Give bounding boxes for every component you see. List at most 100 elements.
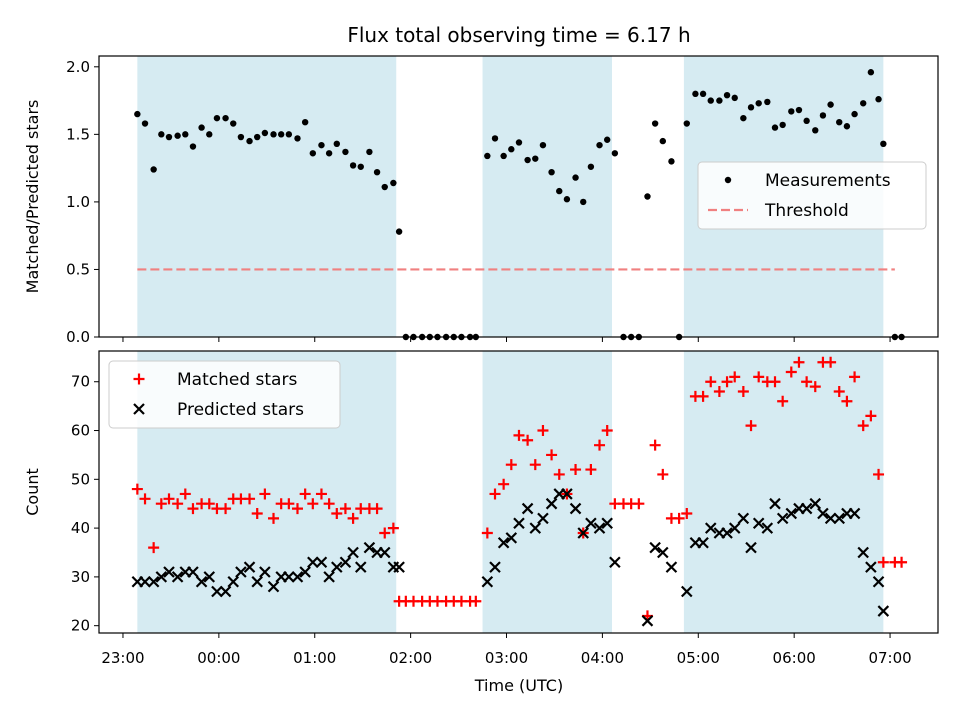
matched-star-point <box>148 542 160 554</box>
predicted-star-point <box>227 575 240 588</box>
predicted-star-point <box>513 517 525 530</box>
measurement-point <box>230 120 237 127</box>
matched-star-point <box>259 488 271 500</box>
measurement-point <box>134 110 141 118</box>
matched-star-point <box>777 395 789 407</box>
matched-star-point <box>657 468 669 480</box>
measurement-point <box>880 140 887 148</box>
measurement-point <box>556 187 563 195</box>
legend: Measurements Threshold <box>697 161 927 230</box>
matched-star-point <box>203 498 215 510</box>
measurement-point <box>596 141 603 149</box>
x-tick-label: 23:00 <box>101 649 144 667</box>
legend-measurement-marker <box>724 176 732 184</box>
measurement-point <box>189 143 197 150</box>
predicted-star-point <box>283 571 295 583</box>
measurement-point <box>237 133 245 141</box>
predicted-star-point <box>497 536 510 549</box>
measurement-point <box>484 152 491 160</box>
matched-star-point <box>857 420 869 432</box>
matched-star-point <box>570 464 582 476</box>
measurement-point <box>500 152 507 160</box>
measurement-point <box>390 179 397 187</box>
matched-star-point <box>769 376 781 388</box>
measurement-point <box>860 100 867 107</box>
x-tick-label: 04:00 <box>581 649 624 667</box>
matched-star-point <box>299 488 311 500</box>
predicted-star-point <box>378 546 391 559</box>
matched-star-point <box>601 425 613 437</box>
legend-box <box>697 161 927 230</box>
measurement-point <box>357 163 364 170</box>
measurement-point <box>246 137 253 145</box>
predicted-star-point <box>537 512 549 525</box>
measurement-point <box>764 98 771 106</box>
x-axis-title: Time (UTC) <box>474 676 563 695</box>
matched-star-point <box>633 498 645 510</box>
predicted-star-point <box>561 488 573 500</box>
measurement-point <box>165 133 173 141</box>
matched-star-point <box>379 527 391 539</box>
matched-star-point <box>339 503 351 515</box>
observing-interval <box>482 56 612 337</box>
measurement-point <box>644 193 651 200</box>
predicted-star-point <box>163 566 175 578</box>
predicted-star-point <box>203 571 216 583</box>
plot-frame <box>98 350 939 634</box>
predicted-star-point <box>171 571 184 583</box>
matched-star-point <box>785 366 797 378</box>
predicted-star-point <box>211 585 223 598</box>
x-tick-label: 00:00 <box>197 649 240 667</box>
measurement-point <box>206 131 213 138</box>
matched-star-point <box>697 390 709 402</box>
measurement-point <box>548 168 555 176</box>
predicted-star-point <box>809 497 822 510</box>
measurement-point <box>333 140 340 148</box>
matched-star-point <box>179 488 191 500</box>
measurement-point <box>270 131 277 138</box>
measurement-point <box>141 120 149 127</box>
matched-star-point <box>681 507 693 519</box>
x-tick-label: 06:00 <box>773 649 816 667</box>
matched-star-point <box>594 439 606 451</box>
measurement-point <box>158 131 165 138</box>
y-tick-label: 1.5 <box>66 125 90 143</box>
matched-star-point <box>155 498 167 510</box>
y-tick-label: 60 <box>71 422 90 440</box>
observing-interval <box>683 351 884 633</box>
matched-star-point <box>470 595 482 607</box>
matched-star-point <box>873 468 885 480</box>
matched-star-point <box>585 464 597 476</box>
measurement-point <box>692 90 699 98</box>
measurement-point <box>707 97 714 104</box>
measurement-point <box>843 123 851 130</box>
predicted-star-point <box>649 541 661 554</box>
measurement-point <box>836 118 843 126</box>
predicted-star-point <box>665 561 678 573</box>
measurement-point <box>580 198 587 206</box>
matched-star-point <box>896 556 908 568</box>
matched-star-point <box>553 468 565 480</box>
predicted-star-point <box>363 541 376 554</box>
predicted-star-point <box>761 522 774 534</box>
predicted-star-point <box>657 546 669 559</box>
measurement-point <box>747 104 755 111</box>
matched-star-point <box>481 527 493 539</box>
predicted-star-point <box>641 615 654 627</box>
predicted-star-point <box>393 561 405 573</box>
predicted-star-point <box>857 546 869 559</box>
y-tick-label: 50 <box>71 470 90 488</box>
predicted-star-point <box>147 575 160 588</box>
measurement-point <box>373 168 381 176</box>
measurement-point <box>325 150 333 157</box>
predicted-star-point <box>219 585 232 598</box>
matched-star-point <box>809 381 821 393</box>
matched-star-point <box>721 376 733 388</box>
matched-star-point <box>315 488 327 500</box>
predicted-star-point <box>569 502 582 515</box>
predicted-star-point <box>155 571 168 583</box>
predicted-star-point <box>291 571 304 583</box>
predicted-star-point <box>593 522 606 534</box>
measurement-point <box>563 196 571 203</box>
matched-star-point <box>371 503 383 515</box>
